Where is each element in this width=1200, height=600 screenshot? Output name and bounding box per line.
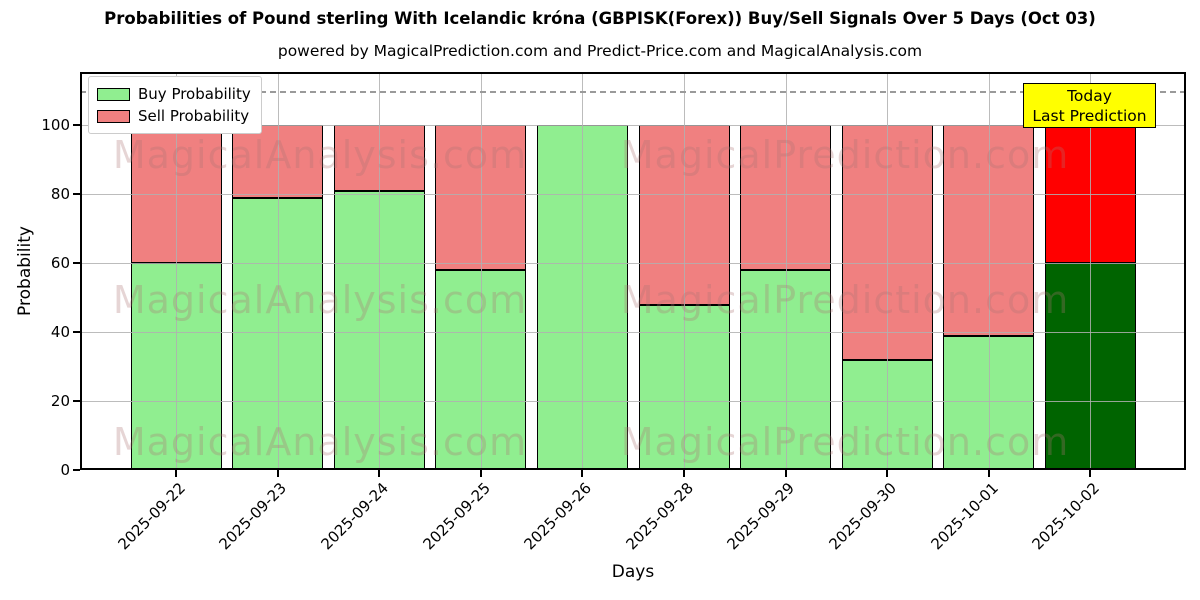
gridline-x-2025-09-23	[277, 72, 279, 470]
gridline-y-20	[80, 401, 1186, 403]
legend-item-sell: Sell Probability	[97, 105, 251, 127]
watermark-prediction-row1: MagicalPrediction.com	[620, 133, 1070, 177]
chart-subtitle: powered by MagicalPrediction.com and Pre…	[277, 42, 923, 60]
gridline-x-2025-09-22	[176, 72, 177, 470]
y-tick-20	[73, 400, 80, 403]
x-tick-text-2025-10-02: 2025-10-02	[1028, 479, 1104, 554]
x-tick-text-2025-09-30: 2025-09-30	[825, 479, 900, 554]
gridline-x-2025-09-28	[684, 72, 685, 470]
legend-label-buy: Buy Probability	[138, 85, 251, 103]
x-tick-2025-09-22	[175, 470, 177, 477]
gridline-x-2025-09-24	[379, 72, 381, 470]
gridline-y-60	[80, 263, 1186, 265]
buy-swatch-icon	[97, 87, 130, 101]
x-tick-2025-09-26	[581, 470, 584, 477]
today-annotation: Today Last Prediction	[1023, 83, 1156, 128]
x-tick-2025-10-02	[1089, 470, 1092, 477]
y-tick-0	[73, 469, 80, 471]
x-tick-text-2025-09-24: 2025-09-24	[317, 479, 392, 554]
gridline-y-80	[80, 194, 1186, 196]
x-tick-text-2025-10-01: 2025-10-01	[927, 479, 1002, 554]
x-tick-2025-09-29	[784, 470, 787, 477]
watermark-prediction-row2: MagicalPrediction.com	[620, 278, 1070, 322]
gridline-y-100	[80, 125, 1186, 127]
gridline-x-2025-09-26	[582, 72, 584, 470]
x-tick-2025-10-01	[987, 470, 990, 477]
sell-swatch-icon	[97, 109, 130, 123]
x-tick-2025-09-23	[276, 470, 279, 477]
legend: Buy Probability Sell Probability	[88, 76, 262, 134]
watermark-analysis-row2: MagicalAnalysis.com	[112, 278, 528, 322]
annotation-line-2: Last Prediction	[1032, 106, 1147, 125]
annotation-line-1: Today	[1067, 86, 1112, 105]
plot-area	[80, 72, 1186, 470]
x-tick-2025-09-30	[886, 470, 889, 477]
x-tick-2025-09-25	[479, 470, 482, 477]
x-tick-2025-09-24	[378, 470, 381, 477]
chart-title: Probabilities of Pound sterling With Ice…	[104, 9, 1096, 28]
legend-label-sell: Sell Probability	[138, 107, 250, 125]
y-tick-80	[73, 193, 80, 196]
y-tick-60	[73, 262, 80, 265]
gridline-x-2025-09-30	[887, 72, 889, 470]
y-tick-label-20: 20	[50, 392, 70, 411]
gridline-x-2025-09-25	[480, 72, 482, 470]
x-tick-text-2025-09-28: 2025-09-28	[622, 479, 697, 554]
y-tick-label-80: 80	[50, 185, 70, 204]
watermark-analysis-row3: MagicalAnalysis.com	[112, 420, 528, 464]
y-tick-label-60: 60	[50, 254, 70, 273]
y-tick-label-0: 0	[60, 461, 70, 479]
x-tick-text-2025-09-29: 2025-09-29	[723, 479, 799, 554]
gridline-x-2025-10-02	[1090, 72, 1092, 470]
gridline-y-40	[80, 332, 1186, 334]
legend-item-buy: Buy Probability	[97, 83, 251, 105]
gridline-x-2025-10-01	[988, 72, 990, 470]
threshold-dashed-line	[80, 90, 1186, 93]
x-axis-label: Days	[611, 562, 655, 582]
x-tick-text-2025-09-26: 2025-09-26	[520, 479, 596, 554]
watermark-prediction-row3: MagicalPrediction.com	[620, 420, 1070, 464]
y-tick-label-40: 40	[50, 323, 70, 342]
y-tick-label-100: 100	[41, 116, 70, 135]
y-tick-100	[73, 124, 80, 127]
gridline-x-2025-09-29	[785, 72, 787, 470]
x-tick-text-2025-09-22: 2025-09-22	[114, 479, 189, 554]
y-tick-40	[73, 331, 80, 334]
x-tick-text-2025-09-25: 2025-09-25	[419, 479, 494, 554]
watermark-analysis-row1: MagicalAnalysis.com	[112, 133, 528, 177]
x-tick-2025-09-28	[683, 470, 685, 477]
x-tick-text-2025-09-23: 2025-09-23	[215, 479, 291, 554]
